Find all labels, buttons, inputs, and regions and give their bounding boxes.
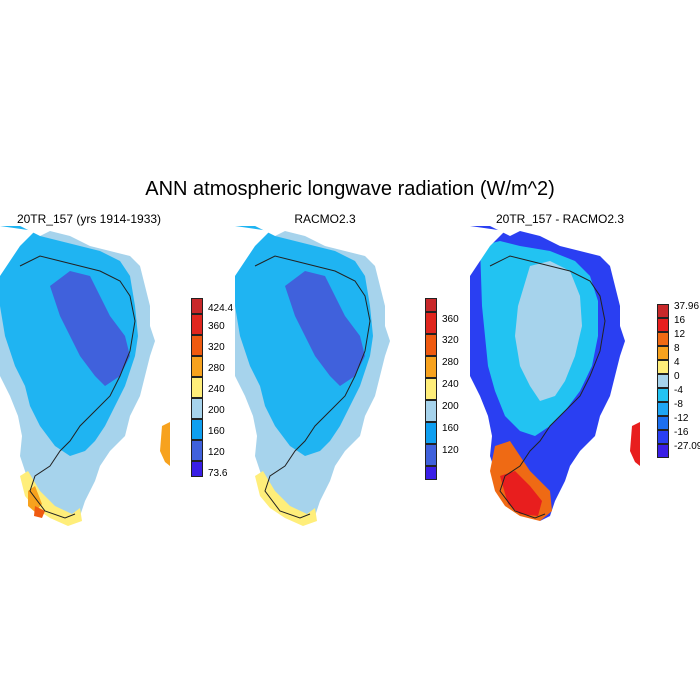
colorbar-segment <box>425 298 437 312</box>
colorbar-segment <box>425 378 437 400</box>
colorbar-segment <box>657 332 669 346</box>
colorbar-segment <box>425 444 437 466</box>
colorbar-segment <box>657 374 669 388</box>
colorbar-segment <box>191 461 203 477</box>
colorbar-label: 160 <box>208 426 225 437</box>
colorbar-segment <box>191 335 203 356</box>
colorbar-segment <box>191 377 203 398</box>
colorbar-label: 0 <box>674 371 680 382</box>
colorbar-segment <box>425 466 437 480</box>
colorbar-segment <box>657 388 669 402</box>
colorbar-label: -12 <box>674 413 689 424</box>
colorbar-segment <box>191 356 203 377</box>
colorbar-label: 16 <box>674 315 686 326</box>
colorbar-segment <box>191 419 203 440</box>
colorbar-segment <box>425 312 437 334</box>
colorbar-label: 200 <box>442 401 459 412</box>
colorbar-label: 4 <box>674 357 680 368</box>
colorbar-label: -4 <box>674 385 683 396</box>
panel-3-map <box>470 226 640 521</box>
panel-2-title: RACMO2.3 <box>294 212 356 226</box>
colorbar-segment <box>191 440 203 461</box>
colorbar-label: -27.09 <box>674 441 700 452</box>
colorbar-label: 73.6 <box>208 468 228 479</box>
panel-1-title: 20TR_157 (yrs 1914-1933) <box>16 212 162 226</box>
colorbar-label: 8 <box>674 343 680 354</box>
colorbar-label: 200 <box>208 405 225 416</box>
colorbar-segment <box>657 444 669 458</box>
colorbar-label: -8 <box>674 399 683 410</box>
colorbar-segment <box>191 314 203 335</box>
colorbar-label: 320 <box>442 335 459 346</box>
colorbar-segment <box>425 400 437 422</box>
colorbar-label: 12 <box>674 329 686 340</box>
panel-3-title: 20TR_157 - RACMO2.3 <box>495 212 625 226</box>
colorbar-label: 360 <box>208 321 225 332</box>
colorbar-segment <box>191 298 203 314</box>
colorbar-segment <box>425 422 437 444</box>
colorbar-label: 280 <box>208 363 225 374</box>
colorbar-label: 160 <box>442 423 459 434</box>
colorbar-label: 320 <box>208 342 225 353</box>
colorbar-label: 360 <box>442 314 459 325</box>
colorbar-segment <box>425 334 437 356</box>
colorbar-segment <box>425 356 437 378</box>
colorbar-label: -16 <box>674 427 689 438</box>
colorbar-label: 120 <box>442 445 459 456</box>
colorbar-label: 120 <box>208 447 225 458</box>
colorbar-label: 240 <box>442 379 459 390</box>
colorbar-segment <box>657 416 669 430</box>
colorbar-segment <box>657 360 669 374</box>
colorbar-label: 240 <box>208 384 225 395</box>
colorbar-segment <box>657 430 669 444</box>
colorbar-segment <box>657 346 669 360</box>
colorbar-segment <box>657 318 669 332</box>
panel-1-map <box>0 226 170 526</box>
colorbar-segment <box>657 402 669 416</box>
colorbar-label: 280 <box>442 357 459 368</box>
colorbar-label: 424.4 <box>208 303 234 314</box>
figure-title: ANN atmospheric longwave radiation (W/m^… <box>145 178 555 200</box>
colorbar-segment <box>191 398 203 419</box>
colorbar-label: 37.96 <box>674 301 700 312</box>
colorbar-segment <box>657 304 669 318</box>
panel-2-map <box>235 226 390 526</box>
